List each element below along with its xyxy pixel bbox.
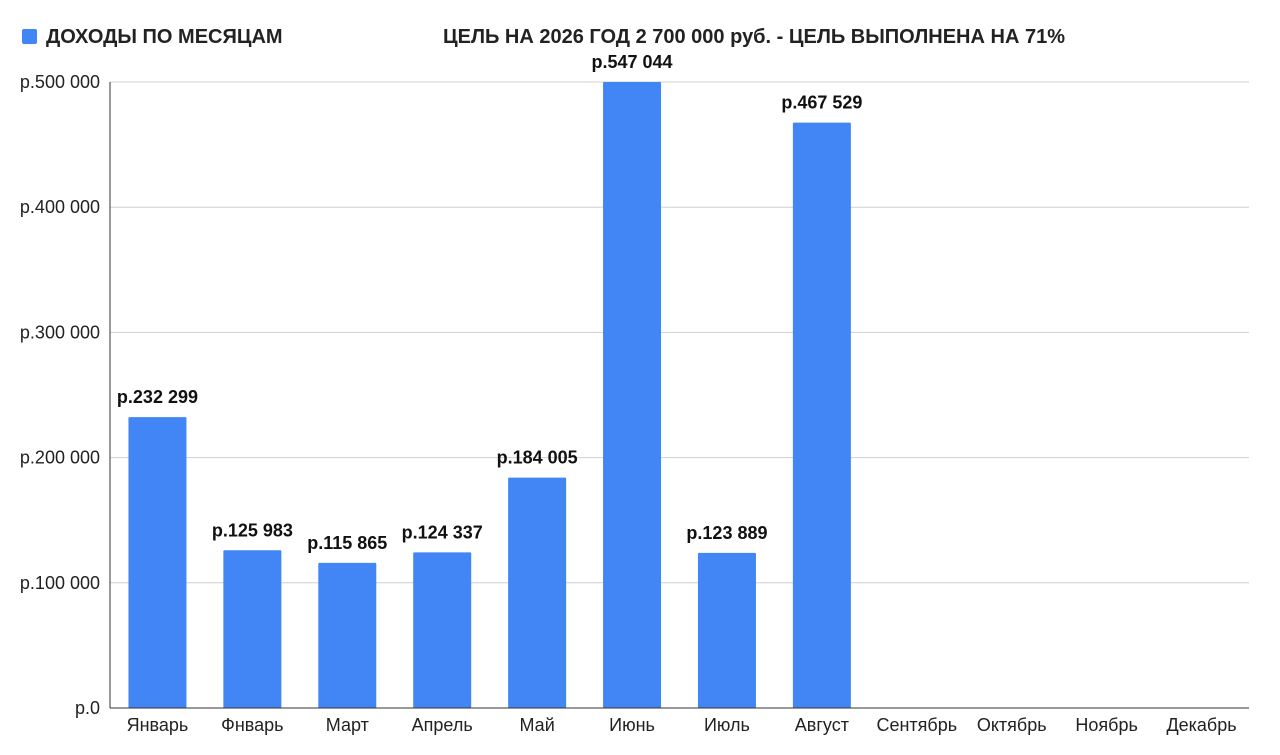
axes: р.0 р.100 000 р.200 000 р.300 000 р.400 000 р… [20,72,1249,735]
bar [223,550,282,708]
data-label: р.547 044 [592,52,673,72]
x-tick-label: Октябрь [977,715,1047,735]
x-tick-label: Декабрь [1166,715,1236,735]
y-tick-label: р.200 000 [20,448,100,468]
x-tick-label: Июль [704,715,750,735]
y-tick-label: р.100 000 [20,573,100,593]
legend: ДОХОДЫ ПО МЕСЯЦАМ [22,26,283,48]
chart-title: ЦЕЛЬ НА 2026 ГОД 2 700 000 руб. - ЦЕЛЬ В… [443,26,1065,48]
labels: р.232 299 р.125 983 р.115 865 р.124 337 р.18… [117,52,862,553]
bars [128,82,851,709]
data-label: р.467 529 [781,93,862,113]
x-tick-label: Май [519,715,554,735]
x-tick-label: Март [326,715,369,735]
x-tick-label: Фнварь [221,715,283,735]
data-label: р.115 865 [307,533,387,553]
data-label: р.123 889 [686,523,767,543]
bar [413,552,472,708]
y-tick-label: р.500 000 [20,72,100,92]
data-label: р.232 299 [117,387,198,407]
grid [110,81,1249,584]
x-tick-label: Сентябрь [876,715,957,735]
x-tick-label: Август [795,715,849,735]
data-label: р.184 005 [497,448,578,468]
legend-swatch [22,29,37,44]
bar [697,552,756,708]
bar [603,82,662,708]
legend-label: ДОХОДЫ ПО МЕСЯЦАМ [46,26,283,48]
bar [792,122,851,709]
x-tick-label: Июнь [609,715,655,735]
y-tick-label: р.400 000 [20,197,100,217]
x-tick-label: Ноябрь [1075,715,1137,735]
data-label: р.124 337 [402,522,483,542]
bar [128,417,187,708]
y-tick-label: р.300 000 [20,322,100,342]
x-tick-label: Апрель [412,715,473,735]
bar [508,477,567,708]
x-tick-label: Январь [127,715,189,735]
bar [318,562,377,708]
data-label: р.125 983 [212,520,293,540]
y-tick-label: р.0 [75,698,100,718]
